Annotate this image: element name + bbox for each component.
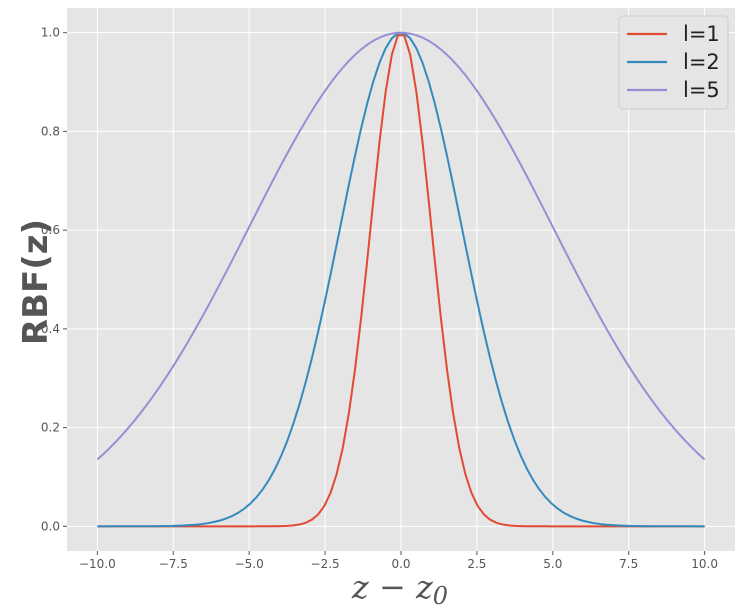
- y-axis-ticks: 0.0 0.2 0.4 0.6 0.8 1.0: [41, 26, 67, 533]
- legend-label: l=2: [683, 50, 720, 74]
- y-tick-label: 1.0: [41, 26, 60, 40]
- y-tick-label: 0.4: [41, 322, 60, 336]
- x-tick-label: −10.0: [79, 557, 116, 571]
- x-tick-label: 0.0: [391, 557, 410, 571]
- series-line-l1: [97, 34, 705, 528]
- y-tick-label: 0.6: [41, 223, 60, 237]
- series-line-l5: [96, 31, 706, 461]
- x-axis-label: z − z0: [351, 568, 448, 610]
- y-tick-label: 0.0: [41, 519, 60, 533]
- y-tick-label: 0.2: [41, 421, 60, 435]
- x-tick-label: 2.5: [467, 557, 486, 571]
- x-tick-label: −7.5: [159, 557, 188, 571]
- y-tick-label: 0.8: [41, 124, 60, 138]
- x-tick-label: 7.5: [619, 557, 638, 571]
- legend: l=1 l=2 l=5: [618, 15, 729, 110]
- y-axis-label: RBF(z): [16, 219, 56, 345]
- x-tick-label: −2.5: [311, 557, 340, 571]
- x-tick-label: 10.0: [691, 557, 718, 571]
- x-axis-label-subscript: 0: [433, 582, 448, 610]
- x-tick-label: 5.0: [543, 557, 562, 571]
- legend-label: l=1: [683, 22, 720, 46]
- x-axis-ticks: −10.0 −7.5 −5.0 −2.5 0.0 2.5 5.0 7.5 10.0: [79, 551, 718, 571]
- x-axis-label-main: z − z: [351, 568, 434, 606]
- x-tick-label: −5.0: [235, 557, 264, 571]
- legend-box: [618, 15, 729, 110]
- series-lines: [96, 31, 706, 528]
- legend-label: l=5: [683, 78, 720, 102]
